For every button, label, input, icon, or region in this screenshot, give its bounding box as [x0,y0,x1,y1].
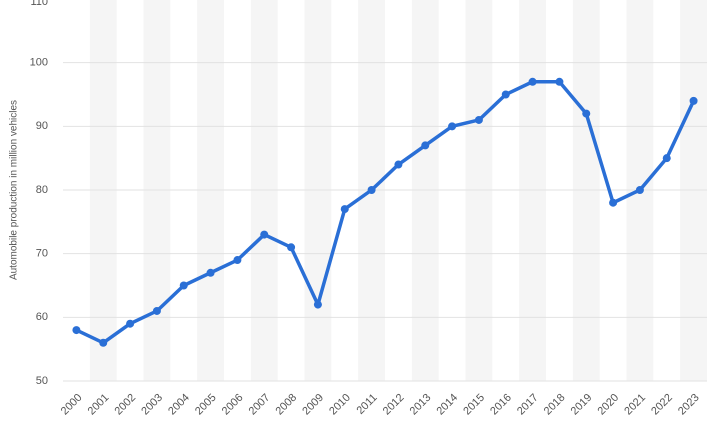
x-tick-label: 2010 [327,392,353,418]
y-tick-label: 100 [30,57,48,69]
y-axis-label: Automobile production in million vehicle… [9,100,20,280]
point [501,90,510,99]
y-tick-label: 50 [36,375,48,387]
x-tick-label: 2004 [166,392,192,418]
x-tick-label: 2009 [300,392,326,418]
point [555,77,564,86]
point [233,256,242,265]
point [689,96,698,105]
point [206,268,215,277]
x-tick-label: 2014 [434,392,460,418]
point [421,141,430,150]
point [72,326,81,335]
point [313,300,322,309]
x-tick-label: 2021 [622,392,648,418]
point [394,160,403,169]
x-tick-label: 2022 [649,392,675,418]
x-tick-label: 2007 [247,392,273,418]
point [260,230,269,239]
point [448,122,457,131]
line [75,80,696,345]
point [662,154,671,163]
y-tick-label: 60 [36,311,48,323]
x-tick-label: 2000 [59,392,85,418]
y-tick-label: 80 [36,184,48,196]
x-tick-label: 2012 [381,392,407,418]
x-tick-label: 2018 [542,392,568,418]
y-tick-label: 110 [30,0,48,8]
point [582,109,591,118]
x-tick-label: 2003 [139,392,165,418]
x-tick-label: 2002 [112,392,138,418]
x-tick-label: 2008 [273,392,299,418]
x-tick-label: 2006 [220,392,246,418]
point [179,281,188,290]
x-tick-label: 2011 [355,392,380,417]
point [528,77,537,86]
x-tick-label: 2023 [676,392,702,418]
point [126,319,135,328]
x-tick-label: 2017 [515,392,541,418]
point [609,198,618,207]
x-tick-label: 2019 [569,392,595,418]
point [287,243,296,252]
y-tick-label: 90 [36,120,48,132]
point [367,186,376,194]
x-tick-label: 2005 [193,392,219,418]
point [340,205,349,214]
y-tick-label: 70 [36,248,48,260]
x-tick-label: 2016 [488,392,514,418]
x-tick-label: 2001 [86,392,112,418]
x-tick-label: 2013 [408,392,434,418]
x-tick-label: 2020 [595,392,621,418]
x-tick-label: 2015 [461,392,487,418]
point [635,186,644,194]
point [99,338,108,347]
point [152,306,161,315]
point [474,115,483,124]
